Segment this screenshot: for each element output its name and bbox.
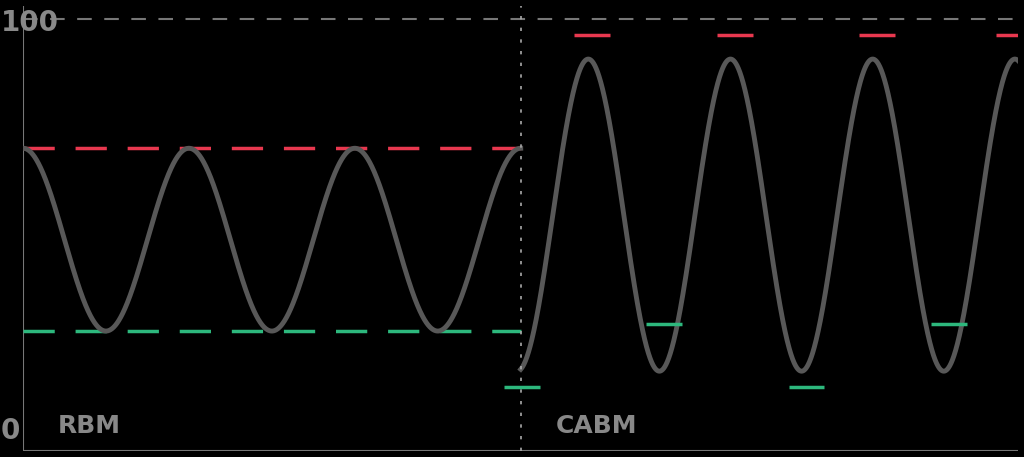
Text: 0: 0 [1,417,20,445]
Text: CABM: CABM [556,414,637,438]
Text: RBM: RBM [57,414,121,438]
Text: 100: 100 [1,10,59,37]
